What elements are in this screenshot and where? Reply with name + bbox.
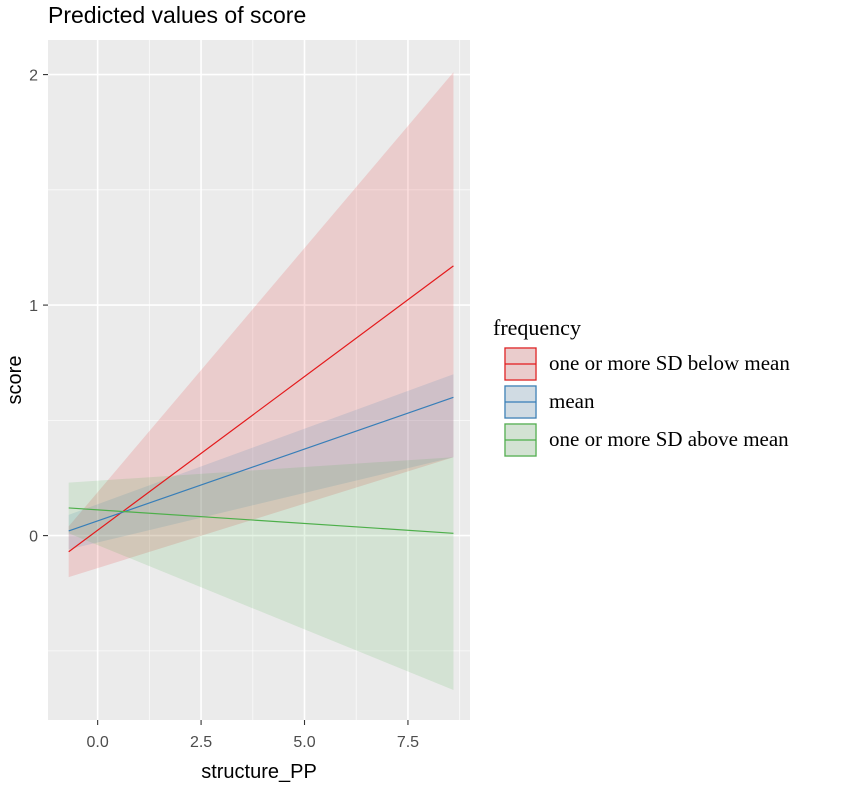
major-gridlines — [48, 40, 470, 720]
x-axis: 0.0 2.5 5.0 7.5 — [87, 720, 419, 751]
legend-item: mean — [504, 385, 595, 419]
x-tick-label: 2.5 — [190, 734, 212, 751]
line-series-2 — [68, 507, 454, 534]
minor-gridlines — [48, 40, 470, 720]
legend-item: one or more SD above mean — [504, 423, 789, 457]
chart-title: Predicted values of score — [48, 2, 306, 28]
legend-label: mean — [549, 389, 595, 413]
y-tick-label: 2 — [29, 68, 38, 85]
legend-label: one or more SD below mean — [549, 351, 790, 375]
series-lines — [68, 265, 454, 553]
ribbon-series-1 — [68, 374, 454, 550]
ribbon-series-2 — [68, 457, 454, 691]
legend: frequency one or more SD below mean mean o… — [493, 315, 790, 457]
legend-label: one or more SD above mean — [549, 427, 789, 451]
y-tick-label: 0 — [29, 529, 38, 546]
y-axis: 0 1 2 — [29, 68, 48, 546]
legend-item: one or more SD below mean — [504, 347, 790, 381]
x-tick-label: 7.5 — [397, 734, 419, 751]
x-tick-label: 0.0 — [87, 734, 109, 751]
y-axis-title: score — [4, 356, 26, 405]
line-series-1 — [68, 396, 454, 532]
legend-title: frequency — [493, 315, 581, 340]
y-tick-label: 1 — [29, 298, 38, 315]
confidence-ribbons — [68, 72, 454, 691]
x-tick-label: 5.0 — [293, 734, 315, 751]
plot-panel — [48, 40, 470, 720]
line-series-0 — [68, 265, 454, 553]
x-axis-title: structure_PP — [201, 761, 317, 783]
ribbon-series-0 — [68, 72, 454, 578]
